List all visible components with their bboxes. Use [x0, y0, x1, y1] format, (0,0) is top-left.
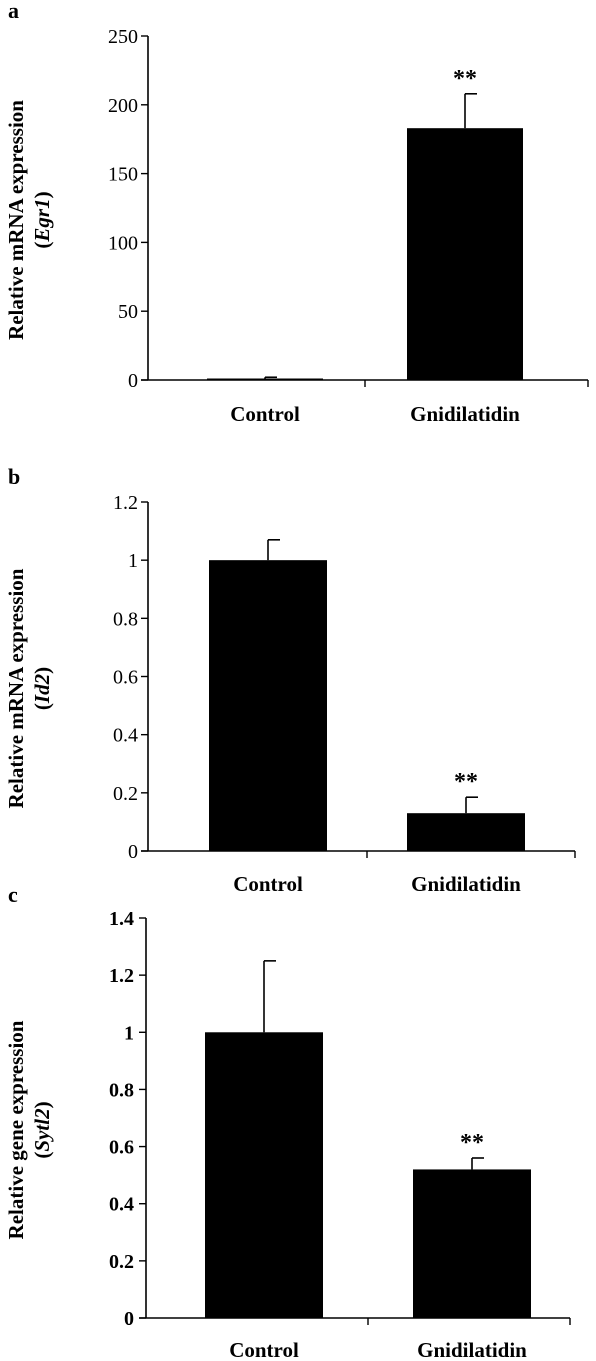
y-tick-label: 0.2	[113, 783, 138, 805]
y-tick-label: 1.4	[109, 908, 134, 930]
category-label: Gnidilatidin	[410, 402, 520, 426]
gene-name: Sytl2	[30, 1108, 54, 1152]
y-tick-label: 0	[128, 370, 138, 392]
y-tick-label: 100	[108, 232, 138, 254]
panel-b: b 0 0.2 0.4 0.6 0.8 1 1.2 Control ** Gnidilatidin R…	[4, 464, 576, 896]
panel-c: c 0 0.2 0.4 0.6 0.8 1 1.2 1.4 Control ** Gnidilatid…	[4, 882, 571, 1361]
gene-name: Id2	[30, 673, 54, 704]
bar-control	[207, 378, 323, 380]
y-tick-label: 0.4	[109, 1194, 134, 1216]
y-tick-label: 0.8	[113, 608, 138, 630]
bar-control	[205, 1032, 323, 1318]
bar-gnidilatidin	[413, 1169, 531, 1318]
bar-gnidilatidin	[407, 813, 525, 851]
y-tick-label: 0.6	[109, 1137, 134, 1159]
bar-control	[209, 560, 327, 851]
y-axis-gene-label: (Id2)	[30, 667, 54, 710]
gene-paren-open: (	[30, 1152, 54, 1159]
category-label: Control	[230, 402, 300, 426]
category-label: Control	[229, 1338, 299, 1361]
y-tick-label: 200	[108, 95, 138, 117]
y-tick-label: 150	[108, 164, 138, 186]
y-tick-label: 1.2	[113, 492, 138, 514]
panel-label: a	[8, 0, 19, 23]
panel-label: c	[8, 882, 18, 907]
gene-paren-close: )	[30, 667, 54, 674]
y-tick-label: 250	[108, 26, 138, 48]
gene-paren-close: )	[30, 191, 54, 198]
gene-paren-open: (	[30, 242, 54, 249]
y-axis-gene-label: (Sytl2)	[30, 1101, 54, 1158]
category-label: Gnidilatidin	[411, 872, 521, 896]
y-axis-gene-label: (Egr1)	[30, 191, 54, 248]
significance-label: **	[454, 769, 478, 795]
y-tick-label: 1	[128, 550, 138, 572]
y-tick-label: 0	[128, 841, 138, 863]
y-axis-label: Relative gene expression	[4, 1020, 28, 1239]
gene-name: Egr1	[30, 198, 54, 242]
y-tick-label: 0.2	[109, 1251, 134, 1273]
y-tick-label: 1.2	[109, 965, 134, 987]
panel-a: a 0 50 100 150 200 250 Control ** Gnidilatidin Rel…	[4, 0, 589, 426]
y-tick-label: 1	[124, 1022, 134, 1044]
significance-label: **	[460, 1130, 484, 1156]
y-axis-label: Relative mRNA expression	[4, 568, 28, 808]
gene-paren-close: )	[30, 1101, 54, 1108]
significance-label: **	[453, 66, 477, 92]
y-tick-label: 0.4	[113, 725, 138, 747]
y-tick-label: 0.6	[113, 667, 138, 689]
gene-paren-open: (	[30, 703, 54, 710]
y-tick-label: 50	[118, 301, 138, 323]
y-axis-label: Relative mRNA expression	[4, 100, 28, 340]
category-label: Control	[233, 872, 303, 896]
panel-label: b	[8, 464, 20, 489]
y-tick-label: 0.8	[109, 1079, 134, 1101]
y-tick-label: 0	[124, 1308, 134, 1330]
bar-gnidilatidin	[407, 128, 523, 380]
category-label: Gnidilatidin	[417, 1338, 527, 1361]
